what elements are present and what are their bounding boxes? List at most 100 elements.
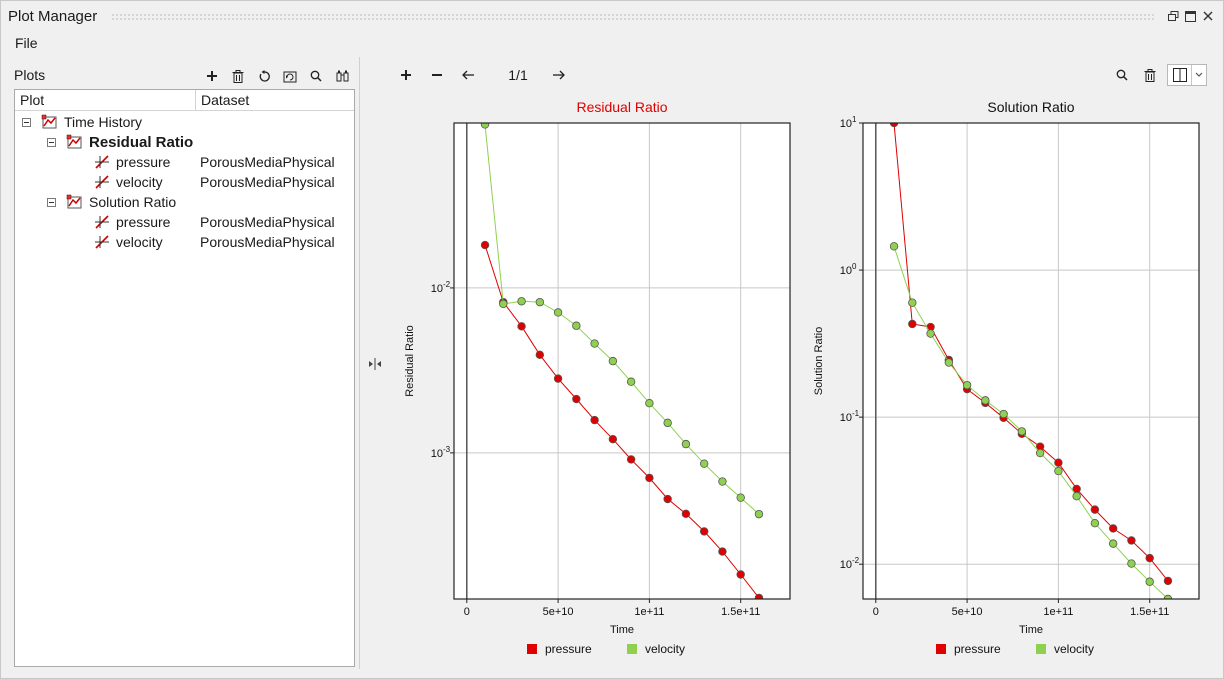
legend-label-velocity: velocity — [645, 642, 685, 656]
data-point-velocity — [1090, 519, 1100, 528]
collapse-icon[interactable] — [47, 137, 56, 147]
chevron-down-icon[interactable] — [1192, 65, 1206, 85]
restore-icon[interactable] — [1166, 9, 1181, 24]
plus-icon[interactable] — [201, 66, 223, 86]
data-point-velocity — [926, 329, 935, 338]
x-axis-label: Time — [1019, 624, 1043, 636]
tree-dataset: PorousMediaPhysical — [200, 174, 335, 190]
menu-file[interactable]: File — [15, 35, 38, 51]
x-tick-label: 1e+11 — [634, 606, 664, 618]
y-tick-label: 10 — [431, 448, 443, 460]
tree-dataset: PorousMediaPhysical — [200, 214, 335, 230]
data-point-pressure — [608, 435, 618, 444]
plot-frame — [453, 122, 791, 600]
search-icon[interactable] — [305, 66, 327, 86]
search-icon[interactable] — [1111, 65, 1133, 85]
data-point-velocity — [608, 356, 618, 366]
tree-label: Time History — [64, 114, 143, 130]
data-point-pressure — [736, 570, 745, 579]
trash-icon[interactable] — [1139, 65, 1161, 85]
undo-icon[interactable] — [253, 66, 275, 86]
column-header-plot[interactable]: Plot — [15, 90, 196, 110]
data-point-pressure — [1108, 524, 1118, 533]
close-icon[interactable] — [1200, 9, 1215, 24]
tree-label: Residual Ratio — [89, 133, 194, 151]
tree-row-solution-pressure[interactable]: pressure — [93, 212, 170, 232]
title-bar[interactable]: Plot Manager — [1, 1, 1223, 31]
splitter-icon[interactable] — [367, 356, 383, 372]
plus-icon[interactable] — [395, 65, 417, 85]
y-tick-exponent: -2 — [852, 556, 860, 565]
data-point-velocity — [981, 396, 990, 405]
data-point-velocity — [1145, 577, 1154, 586]
data-point-velocity — [718, 477, 727, 486]
plot-icon — [66, 194, 82, 209]
data-point-velocity — [681, 439, 691, 449]
data-point-velocity — [572, 321, 581, 330]
data-point-pressure — [1090, 505, 1100, 514]
collapse-icon[interactable] — [22, 117, 31, 127]
data-point-velocity — [944, 358, 954, 367]
data-point-velocity — [962, 380, 972, 390]
series-line-velocity — [484, 124, 760, 515]
legend-label-pressure: pressure — [545, 642, 592, 656]
x-tick-label: 1e+11 — [1043, 606, 1073, 618]
data-point-pressure — [535, 350, 545, 360]
data-point-pressure — [1072, 484, 1081, 494]
data-point-pressure — [553, 374, 563, 383]
data-point-pressure — [754, 593, 764, 599]
maximize-icon[interactable] — [1183, 9, 1198, 24]
tree-label: velocity — [116, 174, 163, 190]
tree-row-solution-velocity[interactable]: velocity — [93, 232, 163, 252]
layout-icon[interactable] — [1168, 65, 1192, 85]
plots-panel: Plots Plot Dataset Time History Resid — [1, 57, 359, 669]
minus-icon[interactable] — [426, 65, 448, 85]
panel-splitter[interactable] — [359, 57, 361, 669]
legend-swatch-velocity — [627, 644, 637, 654]
tree-label: pressure — [116, 214, 171, 230]
tree-row-residual-pressure[interactable]: pressure — [93, 152, 170, 172]
data-point-velocity — [553, 308, 563, 317]
series-line-pressure — [484, 244, 760, 599]
layout-button[interactable] — [1167, 64, 1207, 86]
curve-icon — [95, 215, 109, 229]
data-point-pressure — [699, 527, 709, 536]
data-point-velocity — [754, 509, 764, 519]
data-point-velocity — [1017, 427, 1027, 436]
tree-row-time-history[interactable]: Time History — [22, 112, 142, 132]
arrow-left-icon[interactable] — [457, 65, 479, 85]
x-tick-label: 0 — [464, 606, 470, 618]
binoculars-icon[interactable] — [331, 66, 353, 86]
legend-swatch-pressure — [936, 644, 946, 654]
data-point-pressure — [681, 509, 691, 519]
tree-row-residual-velocity[interactable]: velocity — [93, 172, 163, 192]
column-header-dataset[interactable]: Dataset — [201, 92, 250, 108]
plot-view-toolbar: 1/1 — [395, 65, 579, 85]
curve-icon — [95, 175, 109, 189]
x-axis-label: Time — [610, 624, 634, 636]
data-point-pressure — [1054, 458, 1063, 467]
data-point-pressure — [1127, 536, 1136, 545]
tree-row-solution-ratio[interactable]: Solution Ratio — [47, 192, 176, 212]
plot-tree[interactable]: Plot Dataset Time History Residual Ratio… — [14, 89, 355, 667]
arrow-right-icon[interactable] — [548, 65, 570, 85]
data-point-velocity — [999, 409, 1008, 419]
data-point-pressure — [908, 319, 917, 329]
curve-icon — [95, 155, 109, 169]
y-tick-label: 10 — [840, 118, 852, 130]
y-axis-label: Residual Ratio — [404, 325, 416, 397]
refresh-icon[interactable] — [279, 66, 301, 86]
plot-area — [863, 123, 1199, 599]
data-point-velocity — [480, 123, 490, 129]
tree-row-residual-ratio[interactable]: Residual Ratio — [47, 132, 193, 152]
title-grip[interactable] — [111, 12, 1156, 20]
data-point-velocity — [1072, 492, 1081, 501]
collapse-icon[interactable] — [47, 197, 56, 207]
trash-icon[interactable] — [227, 66, 249, 86]
x-tick-label: 5e+10 — [543, 606, 574, 618]
data-point-pressure — [718, 547, 727, 556]
plot-view-toolbar-right — [1111, 64, 1207, 86]
